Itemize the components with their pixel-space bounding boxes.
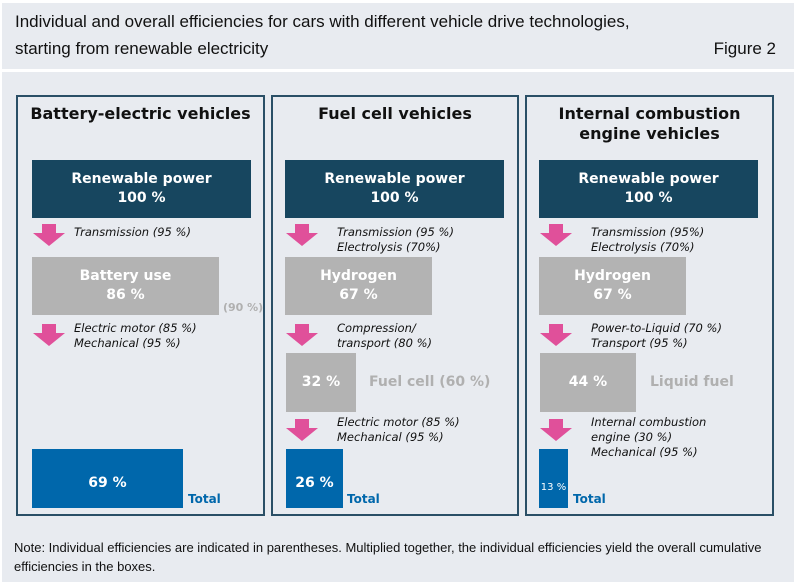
panel-fuel-cell: Fuel cell vehicles Renewable power 100 %…	[271, 95, 519, 516]
total-label: Total	[188, 492, 221, 506]
down-arrow-icon	[540, 224, 572, 246]
down-arrow-icon	[286, 224, 318, 246]
renewable-power-box: Renewable power 100 %	[539, 160, 758, 218]
box-label: Hydrogen	[320, 268, 397, 284]
step-text: Electric motor (85 %) Mechanical (95 %)	[337, 415, 460, 444]
box-value: 67 %	[593, 287, 632, 303]
step-text: Electric motor (85 %) Mechanical (95 %)	[74, 321, 197, 350]
total-value: 69 %	[88, 475, 127, 491]
box-label: Battery use	[79, 268, 172, 284]
box-label: Renewable power	[578, 171, 719, 187]
hydrogen-box: Hydrogen 67 %	[285, 257, 432, 315]
box-label: Renewable power	[71, 171, 212, 187]
panel-battery-electric: Battery-electric vehicles Renewable powe…	[16, 95, 265, 516]
renewable-power-box: Renewable power 100 %	[32, 160, 251, 218]
side-efficiency-note: Fuel cell (60 %)	[369, 374, 491, 390]
down-arrow-icon	[286, 324, 318, 346]
box-value: 100 %	[624, 190, 673, 206]
down-arrow-icon	[286, 419, 318, 441]
panel-title: Fuel cell vehicles	[318, 104, 472, 123]
down-arrow-icon	[540, 324, 572, 346]
panel-internal-combustion: Internal combustion engine vehicles Rene…	[525, 95, 774, 516]
box-value: 86 %	[106, 287, 145, 303]
total-label: Total	[347, 492, 380, 506]
total-efficiency-box: 26 %	[286, 449, 343, 508]
hydrogen-box: Hydrogen 67 %	[539, 257, 686, 315]
figure-header: Individual and overall efficiencies for …	[2, 3, 794, 69]
total-label: Total	[573, 492, 606, 506]
box-label: Renewable power	[324, 171, 465, 187]
fuel-cell-input-box: 32 %	[286, 353, 356, 412]
step-text: Transmission (95%) Electrolysis (70%)	[591, 225, 705, 254]
liquid-fuel-box: 44 %	[540, 353, 636, 412]
step-text: Transmission (95 %)	[74, 225, 191, 239]
total-value: 26 %	[295, 475, 334, 491]
battery-use-box: Battery use 86 %	[32, 257, 219, 315]
panel-title: Battery-electric vehicles	[30, 104, 251, 123]
figure-title-line2: starting from renewable electricity	[15, 39, 269, 58]
down-arrow-icon	[33, 324, 65, 346]
box-label: Hydrogen	[574, 268, 651, 284]
step-text: Transmission (95 %) Electrolysis (70%)	[337, 225, 454, 254]
box-value: 32 %	[301, 374, 341, 390]
box-value: 67 %	[339, 287, 378, 303]
side-efficiency-note: (90 %)	[223, 301, 264, 314]
renewable-power-box: Renewable power 100 %	[285, 160, 504, 218]
box-value: 100 %	[370, 190, 419, 206]
step-text: Compression/ transport (80 %)	[337, 321, 432, 350]
step-text: Internal combustion engine (30 %) Mechan…	[591, 415, 707, 459]
total-efficiency-box: 13 %	[539, 449, 568, 508]
footnote: Note: Individual efficiencies are indica…	[14, 540, 762, 574]
step-text: Power-to-Liquid (70 %) Transport (95 %)	[591, 321, 722, 350]
total-efficiency-box: 69 %	[32, 449, 183, 508]
panel-title: Internal combustion engine vehicles	[558, 104, 741, 143]
box-value: 44 %	[568, 374, 608, 390]
figure-label: Figure 2	[713, 39, 776, 58]
figure-title-line1: Individual and overall efficiencies for …	[15, 12, 630, 31]
total-value: 13 %	[540, 482, 567, 493]
down-arrow-icon	[33, 224, 65, 246]
box-value: 100 %	[117, 190, 166, 206]
down-arrow-icon	[540, 419, 572, 441]
side-efficiency-note: Liquid fuel	[650, 374, 734, 390]
